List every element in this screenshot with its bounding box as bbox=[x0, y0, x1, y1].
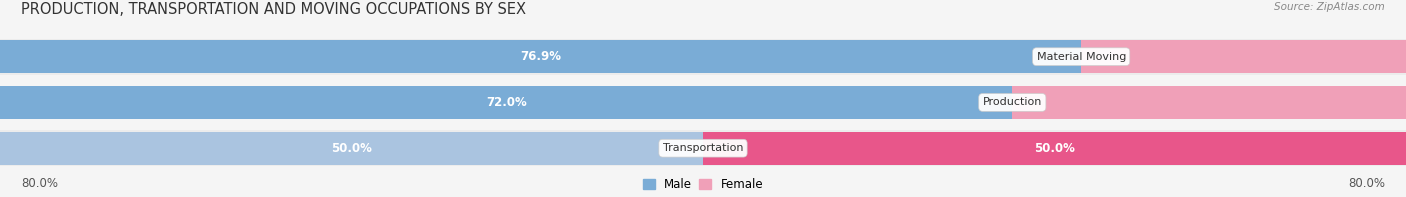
Legend: Male, Female: Male, Female bbox=[643, 178, 763, 191]
Text: Source: ZipAtlas.com: Source: ZipAtlas.com bbox=[1274, 2, 1385, 12]
Text: 80.0%: 80.0% bbox=[1348, 177, 1385, 190]
Text: 50.0%: 50.0% bbox=[330, 142, 373, 155]
Bar bbox=[0, 40, 1081, 73]
Text: PRODUCTION, TRANSPORTATION AND MOVING OCCUPATIONS BY SEX: PRODUCTION, TRANSPORTATION AND MOVING OC… bbox=[21, 2, 526, 17]
Text: 72.0%: 72.0% bbox=[486, 96, 526, 109]
Text: 80.0%: 80.0% bbox=[21, 177, 58, 190]
Bar bbox=[0, 39, 1406, 74]
Bar bbox=[703, 132, 1406, 165]
Bar bbox=[1081, 40, 1406, 73]
Text: 76.9%: 76.9% bbox=[520, 50, 561, 63]
Text: Transportation: Transportation bbox=[662, 143, 744, 153]
Bar bbox=[0, 130, 1406, 166]
Bar bbox=[0, 132, 703, 165]
Bar bbox=[1012, 86, 1406, 119]
Text: Production: Production bbox=[983, 98, 1042, 107]
Text: 50.0%: 50.0% bbox=[1033, 142, 1076, 155]
Bar bbox=[0, 86, 1012, 119]
Text: Material Moving: Material Moving bbox=[1036, 52, 1126, 62]
Bar bbox=[0, 85, 1406, 120]
